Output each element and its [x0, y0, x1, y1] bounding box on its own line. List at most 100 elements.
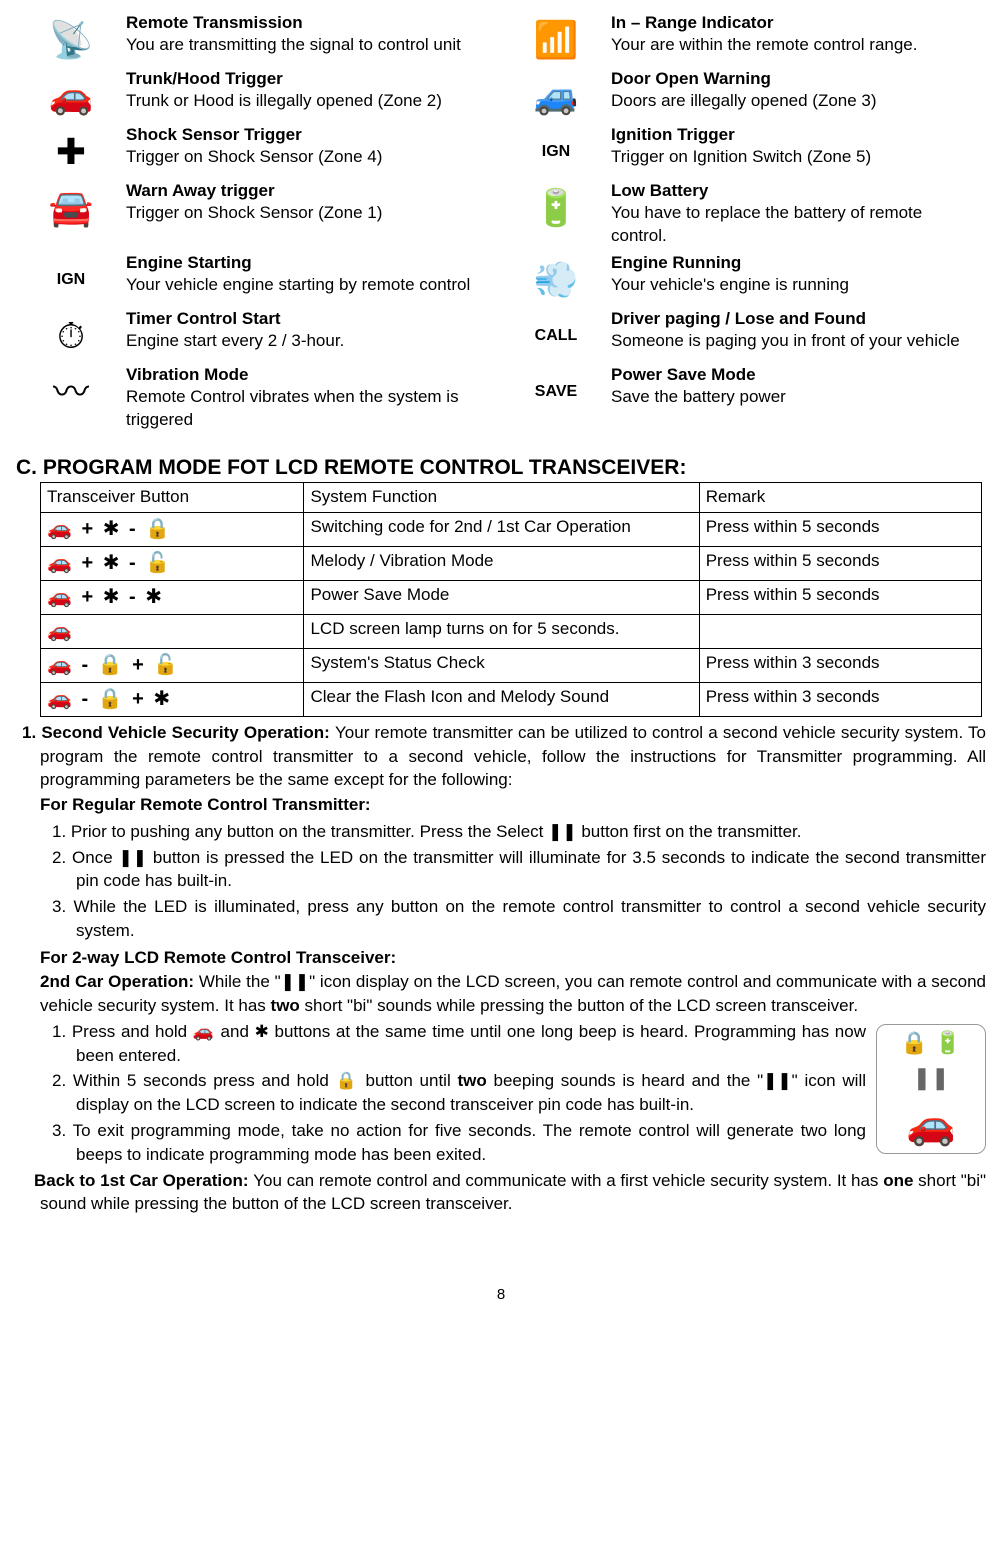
remark-cell: Press within 5 seconds [699, 580, 981, 614]
status-icon: ⏱ [47, 312, 95, 360]
icon-glyph-cell: SAVE [501, 364, 611, 432]
icon-item: 🔋 Low BatteryYou have to replace the batt… [501, 178, 986, 250]
list-item: 3. To exit programming mode, take no act… [40, 1119, 986, 1167]
icon-item: ✚ Shock Sensor TriggerTrigger on Shock Se… [16, 122, 501, 178]
status-icon: 🚗 [47, 72, 95, 120]
icon-definitions-grid: 📡Remote TransmissionYou are transmitting… [16, 10, 986, 434]
icon-text: Ignition TriggerTrigger on Ignition Swit… [611, 124, 986, 176]
icon-title: Trunk/Hood Trigger [126, 68, 481, 90]
section1-lead: 1. Second Vehicle Security Operation: Yo… [16, 721, 986, 792]
function-cell: Switching code for 2nd / 1st Car Operati… [304, 512, 699, 546]
status-icon: 🚙 [532, 72, 580, 120]
icon-item: 🚗 Trunk/Hood TriggerTrunk or Hood is ille… [16, 66, 501, 122]
lcd-list: 1. Press and hold 🚗 and ✱ buttons at the… [40, 1020, 986, 1167]
remark-cell: Press within 3 seconds [699, 682, 981, 716]
function-cell: Melody / Vibration Mode [304, 546, 699, 580]
icon-glyph-cell: ✚ [16, 124, 126, 176]
status-icon: IGN [47, 256, 95, 304]
list-item: 1. Prior to pushing any button on the tr… [16, 820, 986, 844]
back-one: one [883, 1171, 913, 1190]
lcd-transceiver-heading: For 2-way LCD Remote Control Transceiver… [16, 945, 986, 971]
icon-title: Door Open Warning [611, 68, 966, 90]
status-icon: CALL [532, 312, 580, 360]
icon-glyph-cell: IGN [501, 124, 611, 176]
icon-glyph-cell: 📶 [501, 12, 611, 64]
icon-text: Remote TransmissionYou are transmitting … [126, 12, 501, 64]
lcd-preview-bottom: 🚗 [906, 1101, 956, 1148]
status-icon: 🚘 [47, 184, 95, 232]
regular-list: 1. Prior to pushing any button on the tr… [16, 820, 986, 943]
table-row: 🚗LCD screen lamp turns on for 5 seconds. [41, 614, 982, 648]
lcd-preview-box: 🔒 🔋 ❚❚ 🚗 [876, 1024, 986, 1154]
icon-desc: Your vehicle's engine is running [611, 274, 966, 297]
icon-item: SAVE Power Save ModeSave the battery powe… [501, 362, 986, 434]
icon-glyph-cell: IGN [16, 252, 126, 304]
icon-desc: Your vehicle engine starting by remote c… [126, 274, 481, 297]
car2-bold: 2nd Car Operation: [40, 972, 199, 991]
icon-glyph-cell: 〰 [16, 364, 126, 432]
icon-title: Vibration Mode [126, 364, 481, 386]
icon-text: Engine StartingYour vehicle engine start… [126, 252, 501, 304]
icon-desc: Trigger on Ignition Switch (Zone 5) [611, 146, 966, 169]
button-combo-cell: 🚗 + ✱ - 🔒 [41, 512, 304, 546]
icon-title: Engine Starting [126, 252, 481, 274]
icon-title: Shock Sensor Trigger [126, 124, 481, 146]
remark-cell: Press within 5 seconds [699, 546, 981, 580]
icon-item: 🚙 Door Open WarningDoors are illegally op… [501, 66, 986, 122]
icon-text: Warn Away triggerTrigger on Shock Sensor… [126, 180, 501, 248]
car2-two: two [271, 996, 300, 1015]
icon-desc: Trigger on Shock Sensor (Zone 4) [126, 146, 481, 169]
icon-glyph-cell: 🚙 [501, 68, 611, 120]
icon-text: Door Open WarningDoors are illegally ope… [611, 68, 986, 120]
status-icon: ✚ [47, 128, 95, 176]
list-item: 2. Once ❚❚ button is pressed the LED on … [16, 846, 986, 894]
icon-title: In – Range Indicator [611, 12, 966, 34]
function-cell: System's Status Check [304, 648, 699, 682]
table-header-row: Transceiver ButtonSystem FunctionRemark [41, 482, 982, 512]
icon-item: CALL Driver paging / Lose and FoundSomeon… [501, 306, 986, 362]
icon-item: 〰Vibration ModeRemote Control vibrates w… [16, 362, 501, 434]
remark-cell: Press within 5 seconds [699, 512, 981, 546]
icon-desc: You are transmitting the signal to contr… [126, 34, 481, 57]
icon-desc: Remote Control vibrates when the system … [126, 386, 481, 432]
icon-item: 🚘 Warn Away triggerTrigger on Shock Senso… [16, 178, 501, 250]
remark-cell [699, 614, 981, 648]
status-icon: 🔋 [532, 184, 580, 232]
icon-item: 💨 Engine RunningYour vehicle's engine is … [501, 250, 986, 306]
remark-cell: Press within 3 seconds [699, 648, 981, 682]
car2-tail: short "bi" sounds while pressing the but… [300, 996, 858, 1015]
button-combo-cell: 🚗 + ✱ - 🔓 [41, 546, 304, 580]
status-icon: IGN [532, 128, 580, 176]
page-number: 8 [16, 1286, 986, 1303]
icon-text: Engine RunningYour vehicle's engine is r… [611, 252, 986, 304]
icon-desc: Engine start every 2 / 3-hour. [126, 330, 481, 353]
lcd-preview-top: 🔒 🔋 [901, 1030, 962, 1056]
icon-title: Low Battery [611, 180, 966, 202]
function-cell: Power Save Mode [304, 580, 699, 614]
icon-text: Vibration ModeRemote Control vibrates wh… [126, 364, 501, 432]
icon-title: Engine Running [611, 252, 966, 274]
icon-desc: Save the battery power [611, 386, 966, 409]
icon-item: 📶 In – Range IndicatorYour are within the… [501, 10, 986, 66]
status-icon: 📶 [532, 16, 580, 64]
icon-item: ⏱ Timer Control StartEngine start every 2… [16, 306, 501, 362]
icon-title: Timer Control Start [126, 308, 481, 330]
icon-desc: Trunk or Hood is illegally opened (Zone … [126, 90, 481, 113]
icon-item: 📡Remote TransmissionYou are transmitting… [16, 10, 501, 66]
status-icon: 💨 [532, 256, 580, 304]
icon-desc: Trigger on Shock Sensor (Zone 1) [126, 202, 481, 225]
button-combo-cell: 🚗 - 🔒 + 🔓 [41, 648, 304, 682]
program-mode-table: Transceiver ButtonSystem FunctionRemark🚗… [40, 482, 982, 717]
icon-text: In – Range IndicatorYour are within the … [611, 12, 986, 64]
icon-text: Driver paging / Lose and FoundSomeone is… [611, 308, 986, 360]
icon-title: Power Save Mode [611, 364, 966, 386]
icon-title: Ignition Trigger [611, 124, 966, 146]
back-rest: You can remote control and communicate w… [253, 1171, 883, 1190]
back-bold: Back to 1st Car Operation: [34, 1171, 253, 1190]
icon-desc: Someone is paging you in front of your v… [611, 330, 966, 353]
icon-text: Low BatteryYou have to replace the batte… [611, 180, 986, 248]
icon-title: Warn Away trigger [126, 180, 481, 202]
icon-glyph-cell: ⏱ [16, 308, 126, 360]
table-header-cell: Remark [699, 482, 981, 512]
status-icon: SAVE [532, 368, 580, 416]
